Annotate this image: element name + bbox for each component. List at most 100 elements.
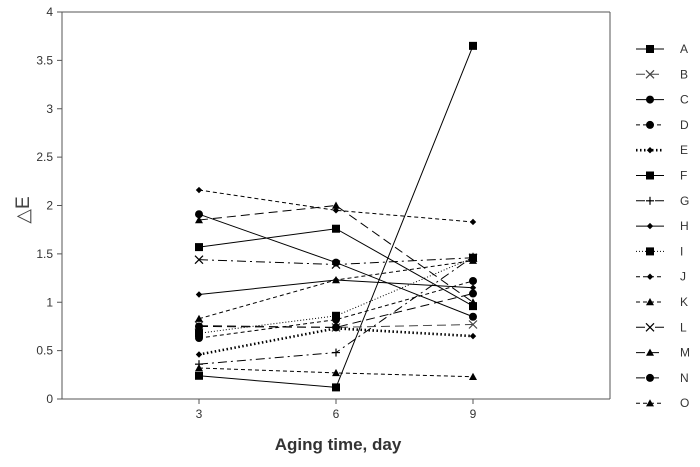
data-point-i [332, 311, 340, 320]
legend-marker-b-stroke [645, 69, 655, 79]
legend-item-f: F [636, 169, 687, 183]
data-point-n [332, 323, 340, 332]
legend-marker-b [645, 69, 655, 79]
legend-marker-a [646, 45, 654, 53]
y-tick-label: 0.5 [36, 344, 53, 358]
series-j [195, 186, 477, 226]
x-tick-label: 3 [196, 407, 203, 421]
legend-item-o: O [636, 396, 689, 410]
series-c [195, 210, 477, 321]
data-point-c [469, 312, 477, 321]
legend-item-a: A [636, 42, 688, 56]
legend-label-f: F [680, 169, 687, 183]
legend-marker-n [646, 373, 654, 382]
legend-item-m: M [636, 346, 690, 360]
data-point-o [469, 256, 477, 264]
data-point-l [194, 255, 204, 265]
data-point-l-stroke [331, 260, 341, 269]
data-point-b [468, 320, 478, 329]
y-tick-label: 1.5 [36, 247, 53, 261]
series-line-b [198, 324, 474, 328]
legend-label-o: O [680, 396, 689, 410]
legend-label-a: A [680, 42, 688, 56]
y-axis-title: △E [13, 196, 34, 223]
data-point-j [195, 186, 203, 194]
data-point-o [332, 275, 340, 284]
plot-area [194, 41, 478, 392]
legend-item-c: C [636, 93, 689, 107]
series-o [195, 256, 477, 322]
legend-item-i: I [636, 244, 683, 258]
legend-item-d: D [636, 118, 689, 132]
legend-marker-e [646, 147, 654, 154]
y-tick-label: 1 [46, 295, 53, 309]
legend-label-j: J [680, 270, 686, 284]
legend-label-c: C [680, 93, 689, 107]
series-line-m [198, 204, 474, 303]
series-line-n [198, 293, 474, 328]
data-point-i [195, 329, 203, 338]
legend-marker-k [646, 298, 654, 306]
legend-item-l: L [636, 320, 687, 334]
data-point-h [469, 284, 477, 291]
data-point-n [195, 322, 203, 331]
legend-label-g: G [680, 194, 689, 208]
data-point-f [195, 243, 203, 252]
data-point-a [469, 41, 477, 50]
series-k [195, 364, 477, 380]
axes: 0 0.5 1 1.5 2 2.5 3 3.5 4 3 6 9 [36, 5, 611, 421]
legend-item-g: G [636, 194, 689, 208]
legend-label-h: H [680, 219, 689, 233]
data-point-k [332, 368, 340, 377]
legend-marker-g [646, 196, 654, 205]
legend-marker-m [646, 348, 654, 356]
data-point-m [469, 298, 477, 306]
y-tick-label: 0 [46, 392, 53, 406]
data-point-b-stroke [468, 320, 478, 329]
legend-item-e: E [636, 143, 688, 157]
x-axis-title: Aging time, day [275, 435, 402, 454]
data-point-f [332, 224, 340, 233]
data-point-k [469, 372, 477, 380]
legend-label-d: D [680, 118, 689, 132]
y-tick-label: 2 [46, 199, 53, 213]
y-tick-label: 3.5 [36, 53, 53, 67]
legend-label-n: N [680, 371, 689, 385]
legend-item-k: K [636, 295, 688, 309]
data-point-e [195, 351, 203, 358]
legend-item-j: J [636, 270, 686, 284]
data-point-c [195, 210, 203, 219]
data-point-n [469, 289, 477, 298]
data-point-a [195, 371, 203, 380]
x-tick-label: 9 [470, 407, 477, 421]
data-point-g [332, 348, 340, 357]
y-tick-label: 3 [46, 102, 53, 116]
legend-marker-f [646, 171, 654, 180]
legend-marker-l [645, 322, 655, 332]
data-point-l-stroke [194, 255, 204, 265]
series-f [195, 224, 477, 311]
legend-marker-o [646, 399, 654, 407]
data-point-h [195, 291, 203, 298]
series-line-d [198, 280, 474, 339]
legend-label-e: E [680, 143, 688, 157]
data-point-k [195, 364, 203, 372]
data-point-o [195, 314, 203, 322]
series-n [195, 289, 477, 332]
series-m [195, 201, 477, 306]
data-point-f [469, 302, 477, 311]
legend-item-n: N [636, 371, 689, 385]
legend-marker-i [646, 247, 654, 256]
legend-marker-h [646, 222, 654, 230]
legend-label-i: I [680, 244, 683, 258]
legend-marker-l-stroke [645, 322, 655, 332]
legend-marker-c [646, 95, 654, 104]
data-point-d [469, 276, 477, 285]
series-a [195, 41, 477, 392]
data-point-j [332, 207, 340, 214]
legend-label-m: M [680, 346, 690, 360]
legend-item-h: H [636, 219, 689, 233]
series-line-k [198, 367, 474, 378]
